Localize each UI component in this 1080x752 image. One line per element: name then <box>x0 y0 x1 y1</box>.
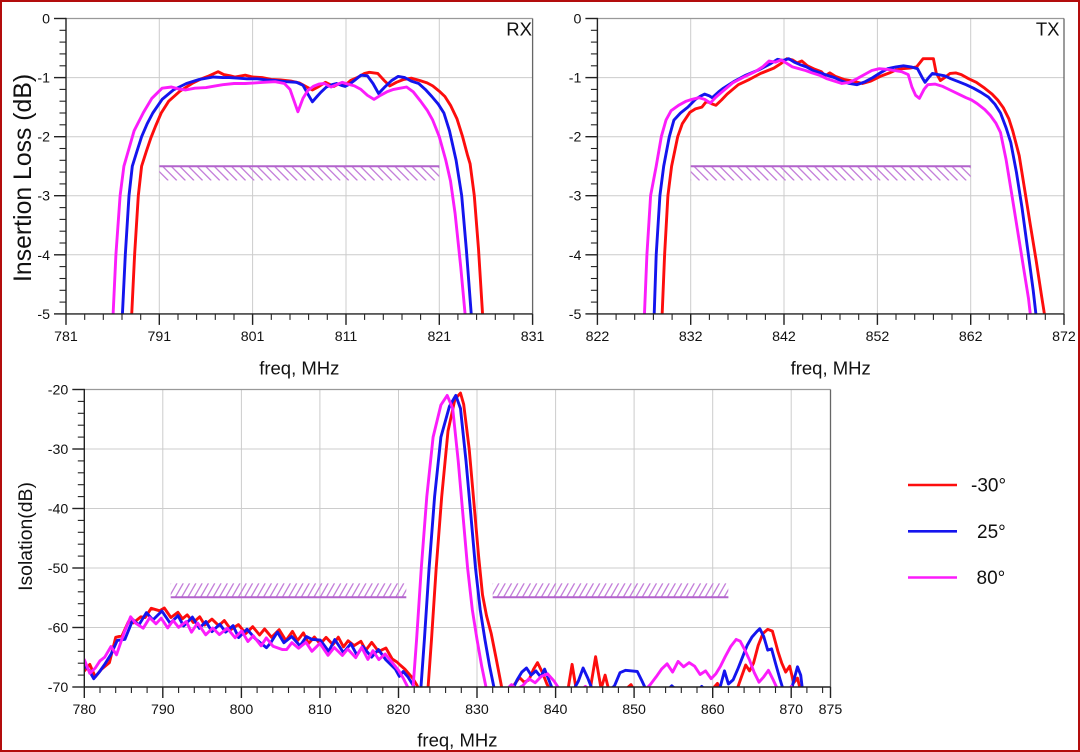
svg-text:freq, MHz: freq, MHz <box>259 357 339 378</box>
svg-text:842: 842 <box>772 328 796 344</box>
svg-text:TX: TX <box>1035 18 1059 39</box>
svg-text:830: 830 <box>465 702 489 718</box>
svg-text:0: 0 <box>573 11 581 27</box>
svg-text:0: 0 <box>42 11 50 27</box>
svg-text:-2: -2 <box>37 129 50 145</box>
svg-text:821: 821 <box>427 328 451 344</box>
svg-text:852: 852 <box>865 328 889 344</box>
svg-text:-50: -50 <box>47 561 68 577</box>
svg-text:freq, MHz: freq, MHz <box>417 729 497 750</box>
svg-text:freq, MHz: freq, MHz <box>790 357 870 378</box>
svg-text:870: 870 <box>779 702 803 718</box>
svg-text:-3: -3 <box>568 188 581 204</box>
svg-text:-1: -1 <box>37 70 50 86</box>
svg-text:-60: -60 <box>47 620 68 636</box>
svg-text:-20: -20 <box>47 382 68 398</box>
svg-text:Isolation(dB): Isolation(dB) <box>15 482 37 591</box>
svg-text:811: 811 <box>334 328 357 344</box>
svg-text:-4: -4 <box>37 247 50 263</box>
svg-text:820: 820 <box>386 702 410 718</box>
svg-text:800: 800 <box>229 702 253 718</box>
svg-text:831: 831 <box>520 328 544 344</box>
svg-text:-70: -70 <box>47 680 68 696</box>
svg-text:832: 832 <box>678 328 702 344</box>
svg-text:810: 810 <box>308 702 332 718</box>
svg-text:840: 840 <box>543 702 567 718</box>
svg-text:790: 790 <box>150 702 174 718</box>
svg-text:781: 781 <box>54 328 78 344</box>
svg-text:-4: -4 <box>568 247 581 263</box>
svg-text:822: 822 <box>585 328 609 344</box>
svg-text:860: 860 <box>700 702 724 718</box>
svg-text:-30: -30 <box>47 442 68 458</box>
svg-text:Insertion Loss (dB): Insertion Loss (dB) <box>10 73 37 281</box>
svg-text:25°: 25° <box>977 521 1006 542</box>
svg-text:791: 791 <box>147 328 171 344</box>
svg-text:780: 780 <box>72 702 96 718</box>
svg-text:-5: -5 <box>37 306 50 322</box>
svg-text:875: 875 <box>818 702 842 718</box>
svg-text:-3: -3 <box>37 188 50 204</box>
svg-text:80°: 80° <box>976 568 1005 589</box>
svg-text:801: 801 <box>240 328 264 344</box>
svg-text:-1: -1 <box>568 70 581 86</box>
svg-text:850: 850 <box>622 702 646 718</box>
svg-text:872: 872 <box>1052 328 1076 344</box>
svg-text:862: 862 <box>958 328 982 344</box>
svg-text:RX: RX <box>506 18 532 39</box>
svg-text:-5: -5 <box>568 306 581 322</box>
svg-text:-30°: -30° <box>971 475 1006 496</box>
svg-text:-2: -2 <box>568 129 581 145</box>
svg-text:-40: -40 <box>47 501 68 517</box>
